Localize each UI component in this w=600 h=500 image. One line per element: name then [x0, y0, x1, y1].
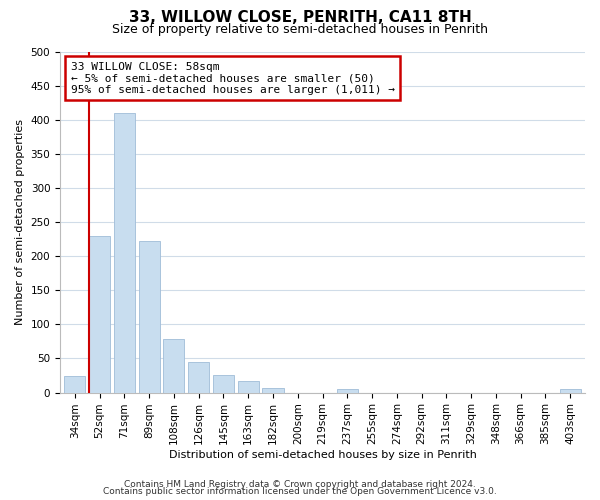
Bar [560, 389, 581, 392]
Bar [114, 113, 135, 392]
Bar [188, 362, 209, 392]
Bar [238, 381, 259, 392]
Bar [139, 241, 160, 392]
Bar [262, 388, 284, 392]
Text: 33, WILLOW CLOSE, PENRITH, CA11 8TH: 33, WILLOW CLOSE, PENRITH, CA11 8TH [128, 10, 472, 25]
Y-axis label: Number of semi-detached properties: Number of semi-detached properties [15, 119, 25, 325]
Text: Size of property relative to semi-detached houses in Penrith: Size of property relative to semi-detach… [112, 22, 488, 36]
Bar [337, 388, 358, 392]
Text: Contains HM Land Registry data © Crown copyright and database right 2024.: Contains HM Land Registry data © Crown c… [124, 480, 476, 489]
Bar [89, 236, 110, 392]
Bar [213, 375, 234, 392]
Bar [163, 340, 184, 392]
X-axis label: Distribution of semi-detached houses by size in Penrith: Distribution of semi-detached houses by … [169, 450, 476, 460]
Bar [64, 376, 85, 392]
Text: 33 WILLOW CLOSE: 58sqm
← 5% of semi-detached houses are smaller (50)
95% of semi: 33 WILLOW CLOSE: 58sqm ← 5% of semi-deta… [71, 62, 395, 95]
Text: Contains public sector information licensed under the Open Government Licence v3: Contains public sector information licen… [103, 487, 497, 496]
